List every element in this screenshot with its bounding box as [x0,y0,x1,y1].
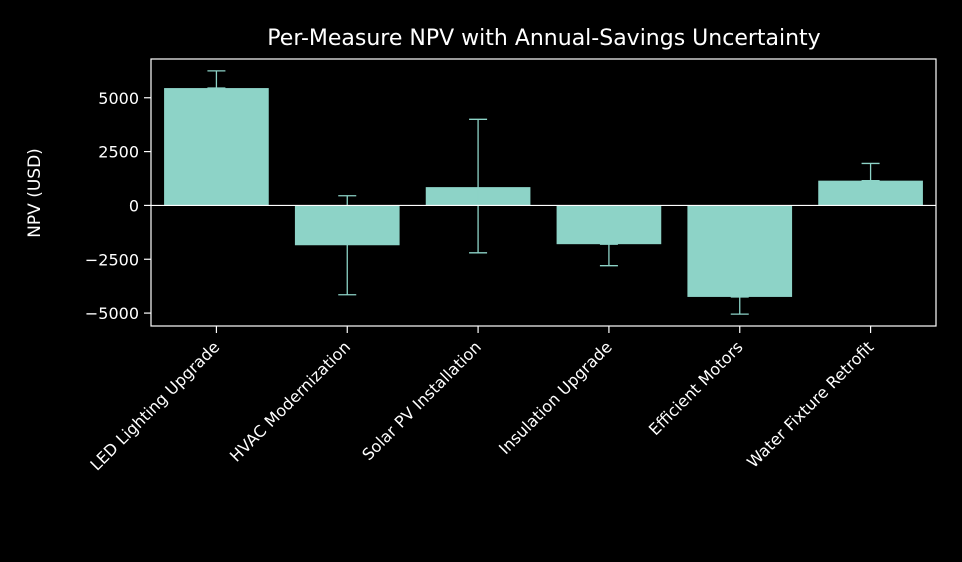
bar-5 [687,205,793,297]
y-tick-label-5: 5000 [98,89,139,108]
bar-6 [818,180,923,206]
x-tick-label-4: Insulation Upgrade [495,337,616,458]
y-tick-label-4: 2500 [98,143,139,162]
x-tick-label-3: Solar PV Installation [358,337,485,464]
y-tick-label-2: −2500 [85,250,139,269]
bar-4 [556,205,662,245]
x-tick-label-1: LED Lighting Upgrade [86,337,223,474]
x-tick-label-6: Water Fixture Retrofit [743,337,877,471]
x-tick-label-5: Efficient Motors [645,337,747,439]
bar-1 [164,88,269,206]
y-tick-label-3: 0 [129,196,139,215]
y-tick-label-1: −5000 [85,304,139,323]
x-tick-label-2: HVAC Modernization [226,337,354,465]
chart-title: Per-Measure NPV with Annual-Savings Unce… [267,26,820,51]
y-axis-label: NPV (USD) [25,148,45,238]
axes-frame [150,58,937,327]
plot-area: LED Lighting Upgrade HVAC Modernization So… [85,58,937,474]
